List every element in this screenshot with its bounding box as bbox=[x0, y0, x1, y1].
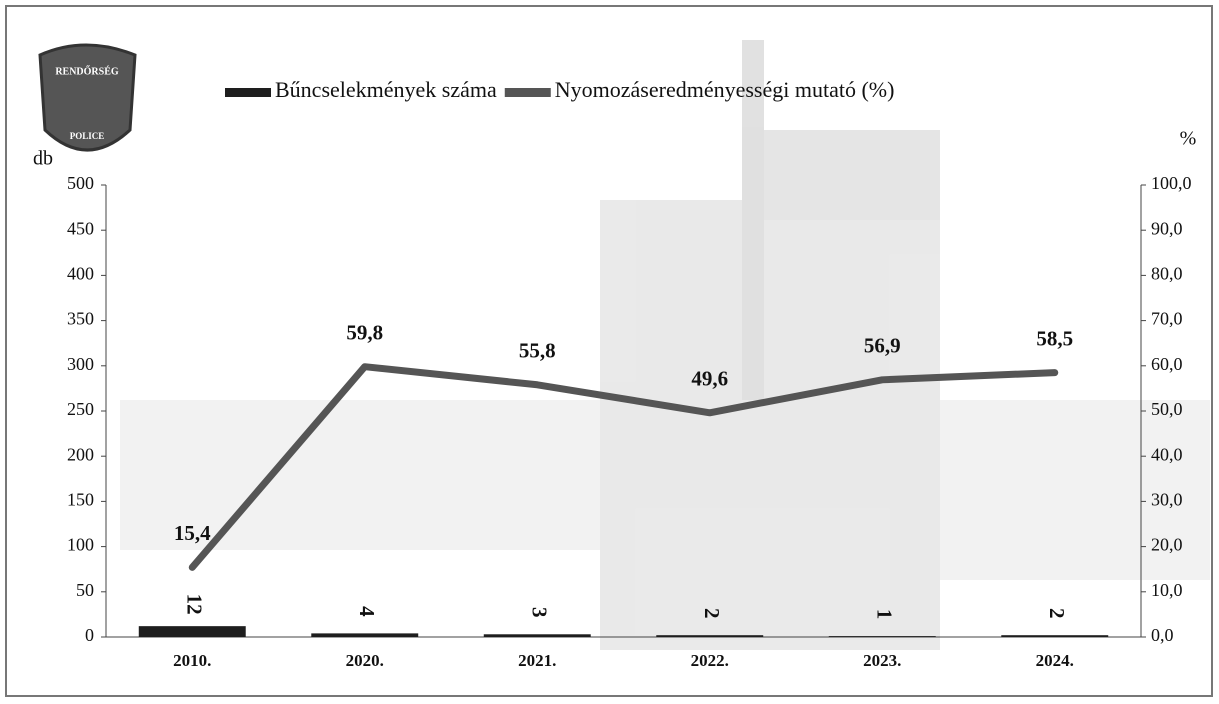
x-tick-label: 2010. bbox=[173, 651, 211, 670]
y2-axis-label: % bbox=[1180, 128, 1197, 150]
y2-tick-label: 30,0 bbox=[1151, 490, 1183, 510]
y2-tick-label: 40,0 bbox=[1151, 444, 1183, 464]
bar-value-label: 1 bbox=[872, 609, 896, 620]
y2-tick-label: 10,0 bbox=[1151, 580, 1183, 600]
frame bbox=[5, 5, 1213, 697]
bar-value-label: 3 bbox=[527, 607, 551, 618]
y2-tick-label: 50,0 bbox=[1151, 399, 1183, 419]
legend-label: Nyomozáseredményességi mutató (%) bbox=[555, 77, 895, 102]
line-value-label: 56,9 bbox=[864, 334, 901, 358]
bar bbox=[1001, 635, 1109, 637]
y-tick-label: 350 bbox=[67, 309, 94, 329]
bar-value-label: 2 bbox=[1045, 608, 1069, 619]
x-tick-label: 2020. bbox=[346, 651, 384, 670]
y-tick-label: 250 bbox=[67, 399, 94, 419]
y2-tick-label: 60,0 bbox=[1151, 354, 1183, 374]
line bbox=[188, 363, 1059, 571]
y-tick-label: 50 bbox=[76, 580, 94, 600]
y2-tick-label: 90,0 bbox=[1151, 218, 1183, 238]
y-tick-label: 300 bbox=[67, 354, 94, 374]
line-value-label: 15,4 bbox=[174, 521, 211, 545]
y-tick-label: 0 bbox=[85, 625, 94, 645]
y-tick-label: 500 bbox=[67, 173, 94, 193]
x-tick-label: 2021. bbox=[518, 651, 556, 670]
y-tick-label: 450 bbox=[67, 218, 94, 238]
legend-label: Bűncselekmények száma bbox=[275, 77, 497, 102]
y2-tick-label: 100,0 bbox=[1151, 173, 1192, 193]
y-tick-label: 200 bbox=[67, 444, 94, 464]
bar bbox=[828, 636, 936, 637]
bar-value-label: 4 bbox=[355, 606, 379, 617]
y-tick-label: 100 bbox=[67, 535, 94, 555]
bar bbox=[138, 626, 246, 637]
line-value-label: 49,6 bbox=[691, 367, 728, 391]
logo: RENDŐRSÉG POLICE bbox=[38, 43, 137, 152]
y2-tick-label: 0,0 bbox=[1151, 625, 1174, 645]
x-tick-label: 2023. bbox=[863, 651, 901, 670]
bar-value-label: 2 bbox=[700, 608, 724, 619]
x-tick-label: 2022. bbox=[691, 651, 729, 670]
legend-swatch bbox=[225, 88, 271, 97]
line-value-label: 55,8 bbox=[519, 339, 556, 363]
y-tick-label: 400 bbox=[67, 264, 94, 284]
bar-value-label: 12 bbox=[182, 594, 206, 615]
bar bbox=[311, 633, 419, 637]
y-tick-label: 150 bbox=[67, 490, 94, 510]
logo-bottom: POLICE bbox=[70, 131, 105, 141]
bar bbox=[656, 635, 764, 637]
y-axis-label: db bbox=[33, 148, 53, 170]
bar bbox=[483, 634, 591, 637]
y2-tick-label: 20,0 bbox=[1151, 535, 1183, 555]
logo-top: RENDŐRSÉG bbox=[55, 65, 119, 77]
line-value-label: 59,8 bbox=[346, 321, 383, 345]
line-value-label: 58,5 bbox=[1036, 326, 1073, 350]
background-building bbox=[120, 40, 1210, 650]
legend-swatch bbox=[504, 88, 551, 97]
x-tick-label: 2024. bbox=[1036, 651, 1074, 670]
y2-tick-label: 80,0 bbox=[1151, 264, 1183, 284]
y2-tick-label: 70,0 bbox=[1151, 309, 1183, 329]
